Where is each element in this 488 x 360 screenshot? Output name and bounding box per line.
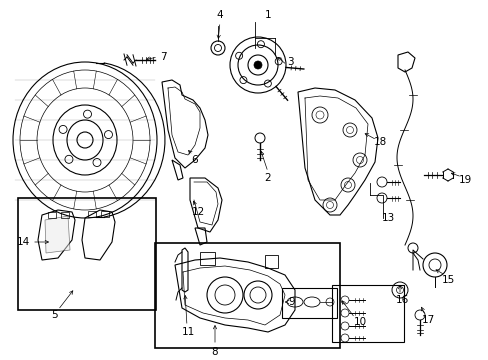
Text: 1: 1 xyxy=(264,10,271,20)
Text: 16: 16 xyxy=(395,295,408,305)
Polygon shape xyxy=(45,216,70,253)
Text: 8: 8 xyxy=(211,347,218,357)
Text: 11: 11 xyxy=(181,327,194,337)
Text: 17: 17 xyxy=(421,315,434,325)
Bar xyxy=(155,243,339,348)
Text: 9: 9 xyxy=(288,297,295,307)
Text: 5: 5 xyxy=(52,310,58,320)
Circle shape xyxy=(253,61,262,69)
Text: 18: 18 xyxy=(373,137,386,147)
Text: 7: 7 xyxy=(160,52,166,62)
Text: 3: 3 xyxy=(286,57,293,67)
Text: 14: 14 xyxy=(16,237,30,247)
Text: 13: 13 xyxy=(381,213,394,223)
Text: 6: 6 xyxy=(191,155,198,165)
Text: 15: 15 xyxy=(441,275,454,285)
Bar xyxy=(282,288,336,318)
Text: 12: 12 xyxy=(191,207,204,217)
Bar xyxy=(18,198,156,310)
Text: 4: 4 xyxy=(216,10,223,20)
Text: 10: 10 xyxy=(353,317,366,327)
Bar xyxy=(331,285,403,342)
Text: 19: 19 xyxy=(457,175,470,185)
Text: 2: 2 xyxy=(264,173,271,183)
